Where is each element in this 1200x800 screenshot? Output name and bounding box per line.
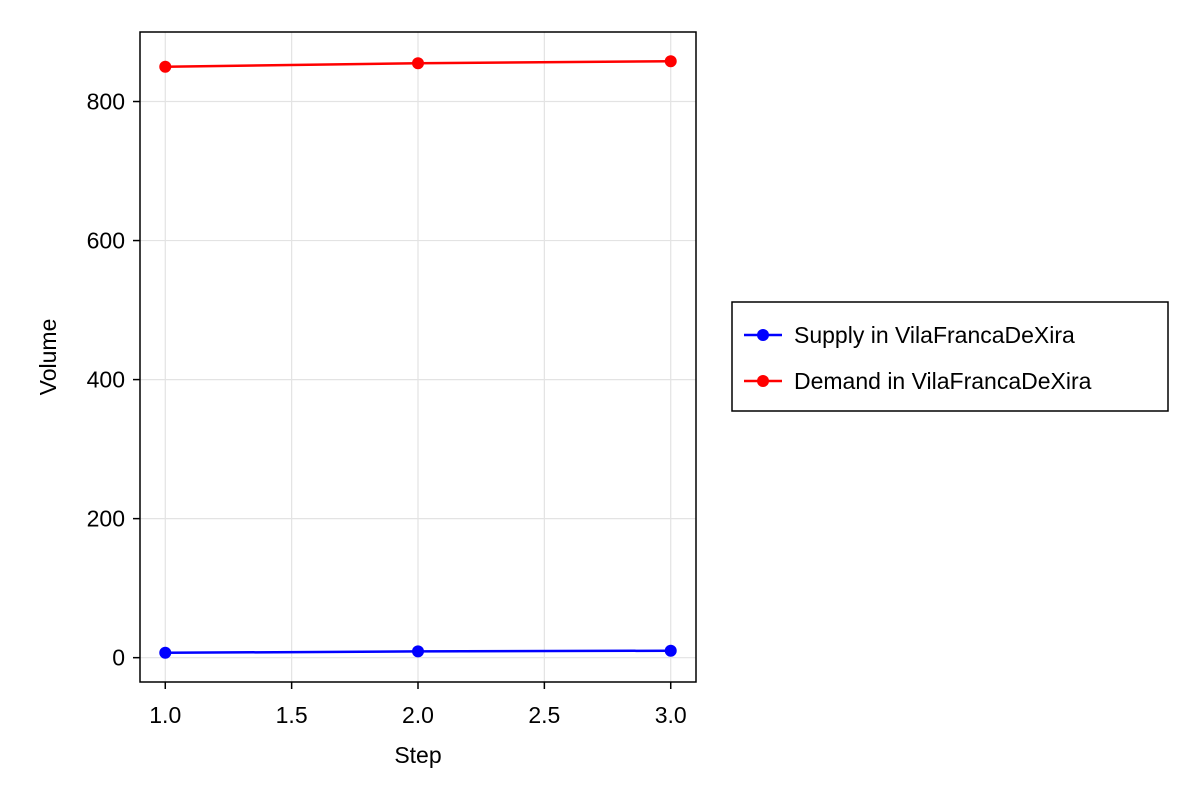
y-tick-label: 800 bbox=[87, 89, 125, 115]
y-tick-label: 400 bbox=[87, 367, 125, 393]
x-tick-label: 2.5 bbox=[528, 702, 560, 728]
series-0 bbox=[159, 644, 677, 659]
legend-label: Demand in VilaFrancaDeXira bbox=[794, 368, 1092, 394]
grid-lines bbox=[140, 32, 696, 682]
legend-item-0: Supply in VilaFrancaDeXira bbox=[744, 322, 1075, 348]
x-tick-label: 3.0 bbox=[655, 702, 687, 728]
legend-frame bbox=[731, 301, 1169, 412]
x-tick-label: 1.5 bbox=[276, 702, 308, 728]
data-point bbox=[664, 644, 677, 657]
legend-swatch-marker bbox=[757, 375, 769, 387]
legend-label: Supply in VilaFrancaDeXira bbox=[794, 322, 1075, 348]
series-layer bbox=[159, 55, 677, 659]
x-axis-title: Step bbox=[394, 742, 441, 768]
x-tick-label: 2.0 bbox=[402, 702, 434, 728]
data-point bbox=[159, 646, 172, 659]
x-tick-label: 1.0 bbox=[149, 702, 181, 728]
legend-item-1: Demand in VilaFrancaDeXira bbox=[744, 368, 1092, 394]
y-tick-label: 0 bbox=[112, 645, 125, 671]
x-axis-ticks: 1.0 1.5 2.0 2.5 3.0 bbox=[149, 682, 687, 728]
y-axis-title: Volume bbox=[35, 319, 61, 396]
legend: Supply in VilaFrancaDeXira Demand in Vila… bbox=[731, 301, 1169, 412]
y-tick-label: 600 bbox=[87, 228, 125, 254]
data-point bbox=[664, 55, 677, 68]
y-axis-ticks: 0 200 400 600 800 bbox=[87, 89, 140, 671]
data-point bbox=[159, 60, 172, 73]
data-point bbox=[412, 645, 424, 658]
y-tick-label: 200 bbox=[87, 506, 125, 532]
series-1 bbox=[159, 55, 677, 73]
legend-swatch-marker bbox=[757, 329, 769, 341]
data-point bbox=[412, 57, 424, 70]
